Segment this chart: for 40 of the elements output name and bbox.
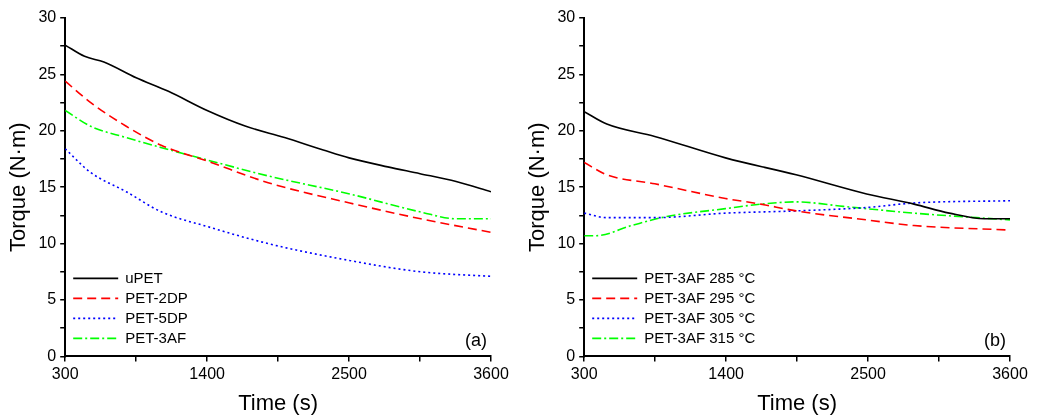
y-tick-label: 5 xyxy=(47,290,57,308)
y-axis-title: Torque (N·m) xyxy=(524,122,550,252)
line-series xyxy=(584,201,1010,237)
y-tick-label: 0 xyxy=(566,346,576,364)
x-tick-label: 3600 xyxy=(992,365,1028,383)
legend-label: PET-3AF 315 °C xyxy=(644,328,756,346)
annotation: (b) xyxy=(984,330,1006,351)
y-tick-label: 25 xyxy=(38,64,57,82)
x-tick-label: 3600 xyxy=(473,365,509,383)
legend-label: uPET xyxy=(125,268,163,286)
y-tick-label: 30 xyxy=(38,8,57,26)
x-tick-label: 2500 xyxy=(850,365,886,383)
line-series xyxy=(65,80,491,234)
y-tick-label: 15 xyxy=(38,177,57,195)
legend-label: PET-2DP xyxy=(125,288,188,306)
y-tick-label: 5 xyxy=(566,290,576,308)
x-tick-label: 300 xyxy=(570,365,598,383)
legend-label: PET-3AF xyxy=(125,328,187,346)
legend-label: PET-3AF 305 °C xyxy=(644,308,756,326)
y-tick-label: 30 xyxy=(557,8,576,26)
legend-label: PET-5DP xyxy=(125,308,188,326)
annotation: (a) xyxy=(465,330,487,351)
x-tick-label: 1400 xyxy=(189,365,226,383)
x-axis-title: Time (s) xyxy=(757,389,838,415)
y-tick-label: 20 xyxy=(38,121,57,139)
y-tick-label: 20 xyxy=(557,121,576,139)
y-tick-label: 0 xyxy=(47,346,57,364)
y-tick-label: 25 xyxy=(557,64,576,82)
legend-label: PET-3AF 285 °C xyxy=(644,268,756,286)
line-series xyxy=(584,199,1010,219)
x-tick-label: 2500 xyxy=(331,365,367,383)
x-tick-label: 300 xyxy=(51,365,79,383)
y-tick-label: 10 xyxy=(38,234,57,252)
legend-label: PET-3AF 295 °C xyxy=(644,288,756,306)
line-series xyxy=(65,109,491,220)
x-tick-label: 1400 xyxy=(708,365,745,383)
y-axis-title: Torque (N·m) xyxy=(5,122,31,252)
y-tick-label: 10 xyxy=(557,234,576,252)
x-axis-title: Time (s) xyxy=(238,389,319,415)
y-tick-label: 15 xyxy=(557,177,576,195)
